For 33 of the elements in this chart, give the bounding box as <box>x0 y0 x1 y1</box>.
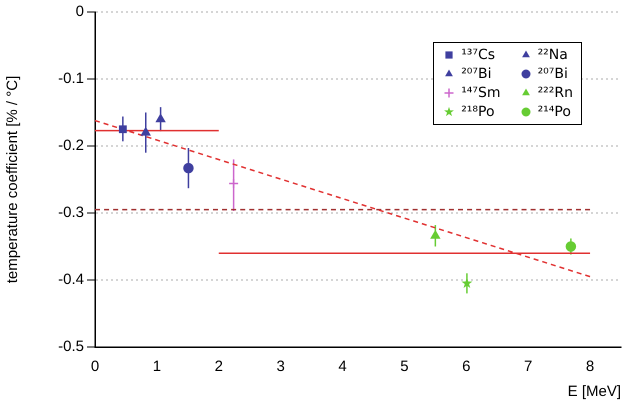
x-tick-label: 6 <box>462 358 470 376</box>
legend-label: ²⁰⁷Bi <box>538 66 568 82</box>
y-tick-label: -0.2 <box>58 137 84 154</box>
x-tick-label: 7 <box>524 358 532 376</box>
y-tick-label: -0.1 <box>58 70 84 88</box>
point <box>228 178 239 189</box>
y-tick-label: -0.3 <box>58 204 84 222</box>
y-tick-label: -0.5 <box>58 338 84 356</box>
y-axis-title: temperature coefficient [% / °C] <box>4 76 22 284</box>
point <box>566 241 576 252</box>
x-tick-label: 8 <box>586 358 594 376</box>
x-tick-label: 5 <box>400 358 409 376</box>
x-axis-title: E [MeV] <box>568 383 621 400</box>
point <box>183 162 194 174</box>
x-tick-label: 1 <box>152 358 162 376</box>
x-tick-label: 4 <box>338 358 347 376</box>
legend-label: ²²²Rn <box>538 85 573 101</box>
legend-label: ²⁰⁷Bi <box>461 66 492 82</box>
point <box>461 278 472 288</box>
y-tick-label: 0 <box>76 3 84 20</box>
legend-label: ²²Na <box>538 47 568 63</box>
x-tick-label: 2 <box>214 358 223 376</box>
x-tick-label: 0 <box>90 358 100 376</box>
legend-label: ²¹⁸Po <box>461 104 495 120</box>
point <box>430 230 440 239</box>
point <box>118 125 127 134</box>
x-tick-label: 3 <box>276 358 285 376</box>
legend-label: ²¹⁴Po <box>538 104 571 120</box>
point <box>141 127 150 136</box>
legend-label: ¹⁴⁷Sm <box>461 85 501 101</box>
y-tick-label: -0.4 <box>58 271 84 288</box>
point <box>156 114 166 122</box>
legend-label: ¹³⁷Cs <box>461 47 496 63</box>
